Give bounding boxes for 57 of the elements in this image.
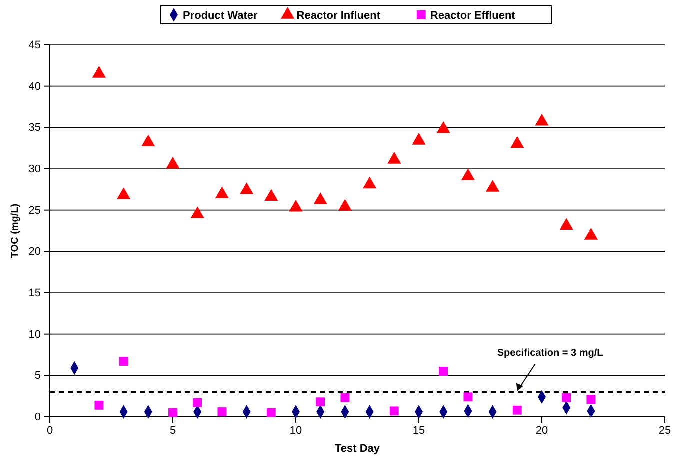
y-tick-label: 25	[28, 204, 41, 217]
x-tick-label: 20	[536, 424, 548, 437]
x-tick-label: 25	[658, 424, 672, 437]
point	[218, 408, 227, 417]
point	[340, 394, 350, 402]
point	[439, 367, 448, 376]
point	[562, 394, 572, 402]
point	[142, 134, 156, 146]
point	[266, 408, 276, 418]
x-tick-label: 0	[46, 424, 54, 437]
x-axis-title: Test Day	[334, 443, 381, 455]
point	[240, 182, 254, 194]
point	[215, 186, 229, 199]
point	[264, 189, 278, 202]
point	[168, 408, 178, 418]
y-tick-label: 40	[28, 80, 41, 93]
y-axis-title: TOC (mg/L)	[10, 204, 21, 258]
y-tick-label: 0	[34, 412, 41, 424]
point	[388, 152, 402, 164]
legend-label: Product Water	[183, 10, 258, 22]
y-tick-label: 5	[34, 370, 41, 382]
y-tick-label: 15	[28, 288, 41, 300]
point	[94, 400, 104, 410]
point	[512, 406, 522, 415]
point	[586, 395, 596, 404]
point	[92, 66, 106, 78]
point	[436, 121, 450, 134]
y-tick-label: 30	[28, 164, 41, 176]
point	[316, 398, 326, 407]
point	[166, 157, 180, 169]
point	[117, 188, 131, 200]
x-tick-label: 5	[170, 424, 176, 437]
y-tick-label: 35	[28, 122, 41, 134]
legend-label: Reactor Effluent	[430, 10, 516, 22]
point	[461, 168, 475, 180]
point	[535, 114, 549, 126]
point	[289, 200, 303, 212]
point	[510, 136, 524, 148]
point	[190, 206, 204, 218]
point	[464, 392, 473, 402]
point	[486, 180, 500, 192]
point	[338, 199, 352, 211]
y-tick-label: 45	[28, 40, 41, 52]
y-tick-label: 10	[28, 328, 41, 341]
point	[390, 406, 399, 416]
point	[363, 176, 377, 189]
annotation: Specification = 3 mg/L	[497, 348, 604, 360]
x-tick-label: 15	[412, 424, 426, 437]
point	[119, 357, 128, 366]
point	[193, 398, 202, 408]
point	[314, 192, 328, 204]
point	[584, 228, 598, 240]
point	[560, 218, 574, 230]
legend-label: Reactor Influent	[296, 10, 381, 22]
point	[412, 133, 426, 145]
x-tick-label: 10	[290, 424, 302, 437]
y-tick-label: 20	[28, 246, 41, 258]
